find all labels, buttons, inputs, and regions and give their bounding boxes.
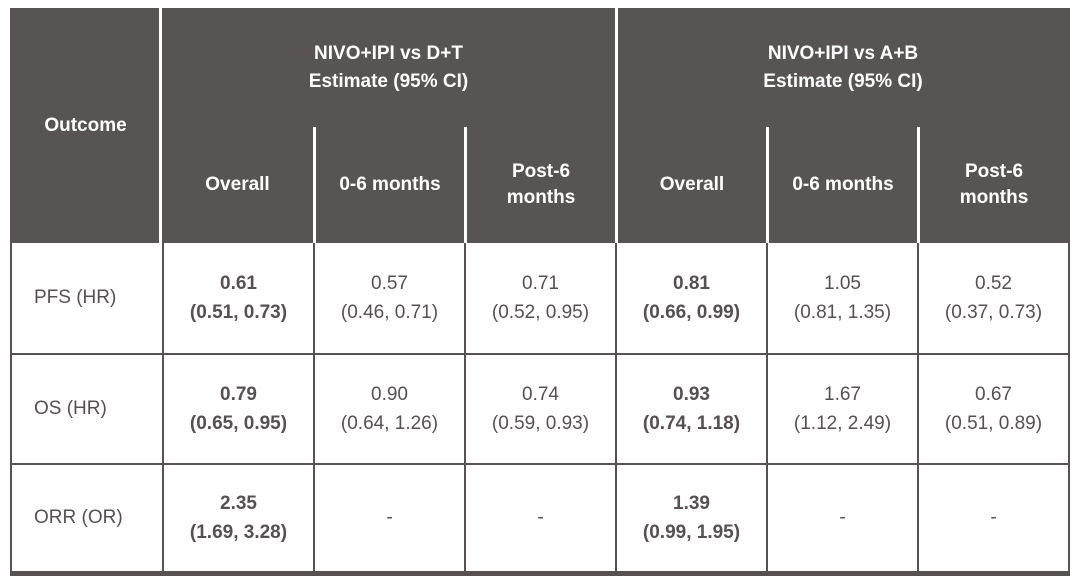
group-header-nivo-ipi-vs-ab: NIVO+IPI vs A+B Estimate (95% CI) (615, 8, 1068, 127)
subheader-0-6-months-dt: 0-6 months (313, 127, 464, 243)
estimate-cell: 0.67 (0.51, 0.89) (917, 353, 1068, 463)
estimate-value: 0.61 (220, 272, 257, 294)
subheader-label: 0-6 months (339, 174, 441, 196)
ci-value: (0.99, 1.95) (642, 522, 741, 543)
subheader-overall-dt: Overall (162, 127, 313, 243)
estimate-value: 0.93 (673, 383, 710, 405)
subheader-label: 0-6 months (792, 174, 894, 196)
estimate-cell: 2.35 (1.69, 3.28) (162, 463, 313, 571)
estimate-value: 1.67 (824, 383, 861, 405)
subheader-label: Post-6 months (506, 161, 576, 208)
estimate-value: - (386, 507, 393, 529)
row-label-os-hr: OS (HR) (12, 353, 162, 463)
outcome-header-label: Outcome (44, 114, 127, 136)
row-label-text: ORR (OR) (34, 507, 123, 528)
estimate-cell: 0.74 (0.59, 0.93) (464, 353, 615, 463)
subheader-label: Post-6 months (959, 161, 1029, 208)
ci-value: (0.37, 0.73) (944, 302, 1043, 323)
estimate-value: 0.67 (975, 383, 1012, 405)
estimate-cell: 0.52 (0.37, 0.73) (917, 243, 1068, 353)
estimate-value: - (537, 507, 544, 529)
subheader-label: Overall (205, 174, 270, 196)
estimate-value: 0.74 (522, 383, 559, 405)
subheader-0-6-months-ab: 0-6 months (766, 127, 917, 243)
estimate-cell: 1.39 (0.99, 1.95) (615, 463, 766, 571)
estimate-value: - (990, 507, 997, 529)
estimate-value: 0.81 (673, 272, 710, 294)
estimate-value: 0.71 (522, 272, 559, 294)
ci-value: (0.81, 1.35) (793, 302, 892, 323)
estimate-cell: - (917, 463, 1068, 571)
estimate-value: - (839, 507, 846, 529)
estimate-cell: 1.67 (1.12, 2.49) (766, 353, 917, 463)
ci-value: (0.51, 0.89) (944, 413, 1043, 434)
row-label-pfs-hr: PFS (HR) (12, 243, 162, 353)
estimate-cell: - (464, 463, 615, 571)
row-label-text: PFS (HR) (34, 287, 117, 308)
row-label-orr-or: ORR (OR) (12, 463, 162, 571)
ci-value: (0.64, 1.26) (340, 413, 439, 434)
estimate-value: 0.79 (220, 383, 257, 405)
ci-value: (0.74, 1.18) (642, 413, 741, 434)
estimate-cell: 0.79 (0.65, 0.95) (162, 353, 313, 463)
ci-value: (0.59, 0.93) (491, 413, 590, 434)
estimate-cell: 1.05 (0.81, 1.35) (766, 243, 917, 353)
group-subtitle: Estimate (95% CI) (308, 70, 469, 92)
estimate-cell: 0.61 (0.51, 0.73) (162, 243, 313, 353)
estimate-value: 0.52 (975, 272, 1012, 294)
estimate-value: 1.39 (673, 492, 710, 514)
subheader-overall-ab: Overall (615, 127, 766, 243)
estimate-value: 1.05 (824, 272, 861, 294)
estimate-value: 0.57 (371, 272, 408, 294)
estimate-cell: 0.71 (0.52, 0.95) (464, 243, 615, 353)
ci-value: (0.65, 0.95) (189, 413, 288, 434)
estimate-cell: 0.57 (0.46, 0.71) (313, 243, 464, 353)
group-subtitle: Estimate (95% CI) (763, 70, 923, 92)
ci-value: (0.52, 0.95) (491, 302, 590, 323)
group-header-nivo-ipi-vs-dt: NIVO+IPI vs D+T Estimate (95% CI) (162, 8, 615, 127)
ci-value: (0.66, 0.99) (642, 302, 741, 323)
group-title: NIVO+IPI vs D+T (314, 42, 463, 64)
group-title: NIVO+IPI vs A+B (767, 42, 919, 64)
estimate-cell: - (313, 463, 464, 571)
estimate-cell: - (766, 463, 917, 571)
row-label-text: OS (HR) (34, 398, 107, 419)
subheader-post-6-months-dt: Post-6 months (464, 127, 615, 243)
outcome-column-header: Outcome (12, 8, 162, 243)
subheader-label: Overall (659, 174, 725, 196)
ci-value: (0.46, 0.71) (340, 302, 439, 323)
subheader-post-6-months-ab: Post-6 months (917, 127, 1068, 243)
estimate-cell: 0.93 (0.74, 1.18) (615, 353, 766, 463)
results-table: Outcome NIVO+IPI vs D+T Estimate (95% CI… (10, 8, 1070, 576)
estimate-value: 0.90 (371, 383, 408, 405)
ci-value: (0.51, 0.73) (189, 302, 288, 323)
ci-value: (1.12, 2.49) (793, 413, 892, 434)
estimate-cell: 0.90 (0.64, 1.26) (313, 353, 464, 463)
estimate-value: 2.35 (220, 492, 257, 514)
ci-value: (1.69, 3.28) (189, 522, 288, 543)
estimate-cell: 0.81 (0.66, 0.99) (615, 243, 766, 353)
